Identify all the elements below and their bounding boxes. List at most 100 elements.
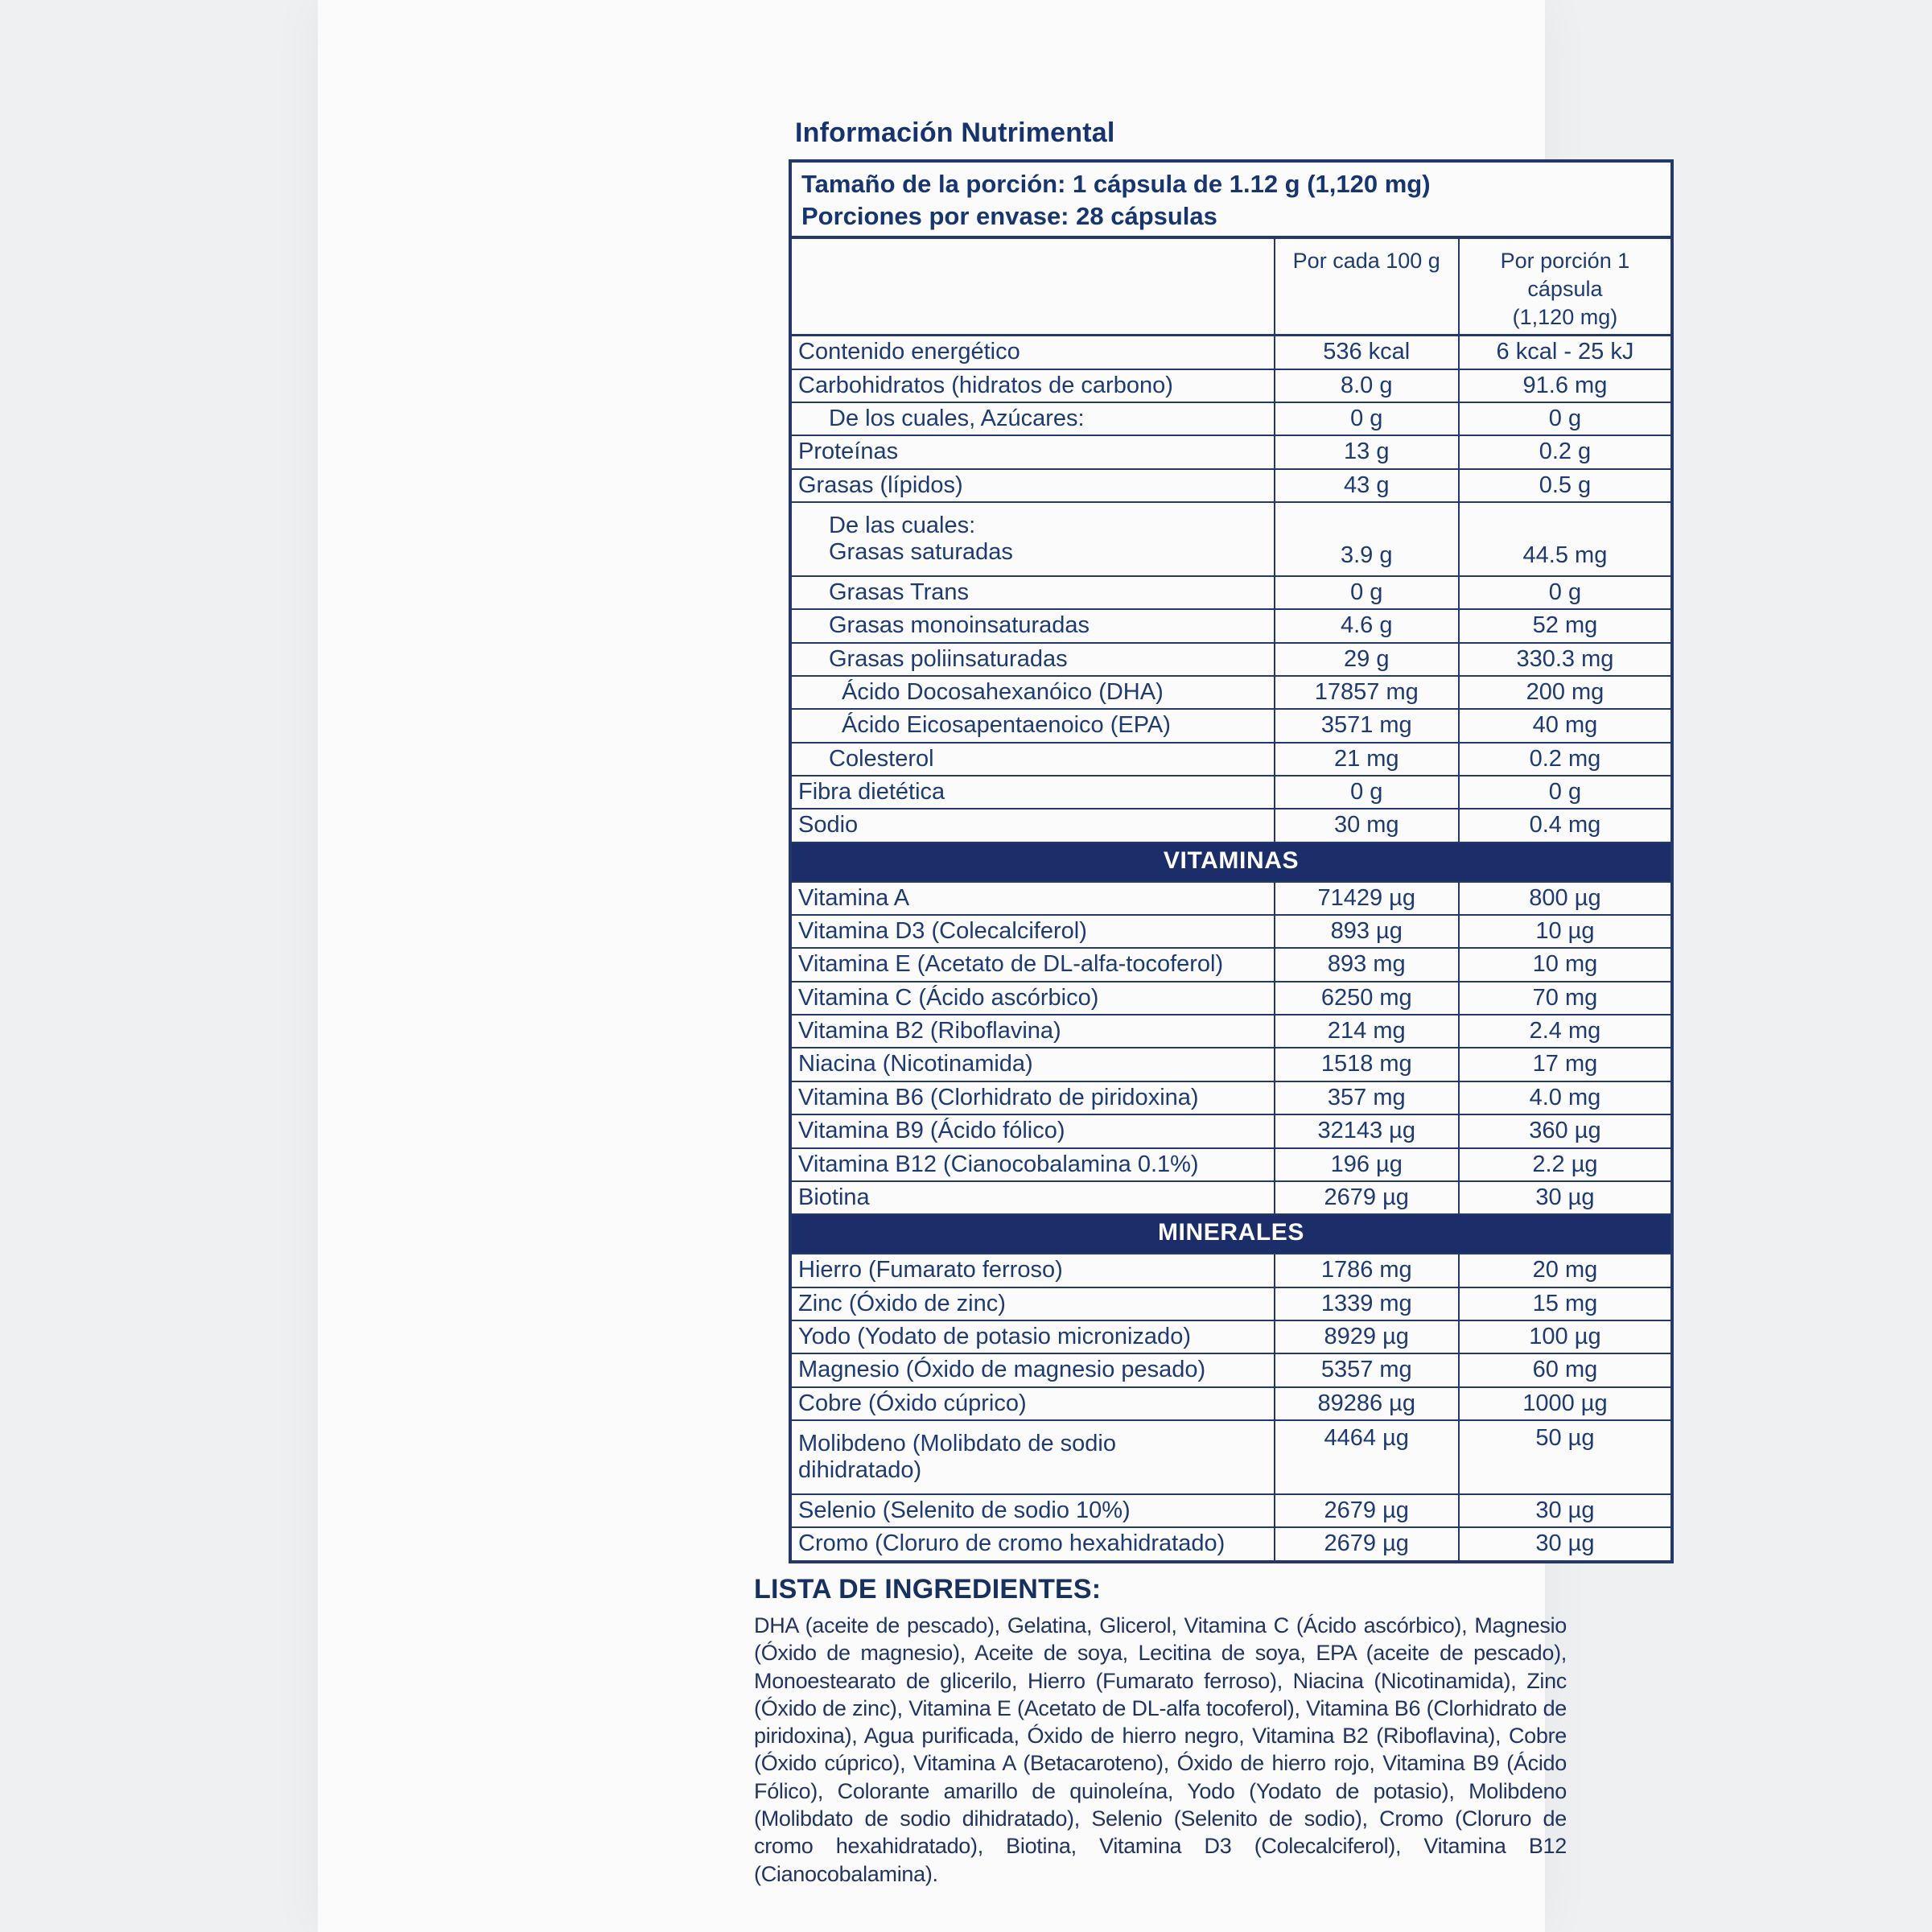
value-per-portion: 30 µg [1535,1497,1595,1523]
value-per-portion: 0 g [1548,779,1582,805]
value-per-100g: 13 g [1275,436,1460,468]
value-per-portion: 91.6 mg [1522,372,1608,398]
value-per-100g: 0 g [1275,577,1460,609]
row-label: Grasas monoinsaturadas [792,610,1275,642]
value-per-portion: 0.2 g [1539,439,1592,465]
table-row: Molibdeno (Molibdato de sodio dihidratado… [792,1420,1670,1495]
value-per-100g: 6250 mg [1275,982,1460,1015]
row-label: Vitamina B9 (Ácido fólico) [792,1115,1275,1147]
table-row: Grasas (lípidos) 43 g 0.5 g [792,469,1670,503]
nutrition-table-body: Contenido energético 536 kcal 6 kcal - 25 … [792,336,1670,1560]
ingredients-section: LISTA DE INGREDIENTES: DHA (aceite de pe… [754,1574,1567,1888]
row-label: De los cuales, Azúcares: [792,402,1275,435]
label-panel: Información Nutrimental Tamaño de la por… [318,0,1674,1932]
table-row: Vitamina A 71429 µg 800 µg [792,882,1670,917]
table-row: Vitamina C (Ácido ascórbico) 6250 mg 70 mg [792,982,1670,1016]
value-per-100g: 5357 mg [1275,1354,1460,1386]
value-per-100g: 0 g [1275,402,1460,435]
ingredients-heading: LISTA DE INGREDIENTES: [754,1574,1102,1605]
table-row: Vitamina E (Acetato de DL-alfa-tocoferol… [792,949,1670,982]
value-per-100g: 30 mg [1275,809,1460,842]
value-per-100g: 196 µg [1275,1148,1460,1180]
col-header-per-100g: Por cada 100 g [1275,239,1460,335]
value-per-100g: 2679 µg [1275,1181,1460,1214]
row-label: Fibra dietética [792,777,1275,809]
table-row: Hierro (Fumarato ferroso) 1786 mg 20 mg [792,1254,1670,1288]
value-per-portion: 4.0 mg [1529,1084,1601,1110]
row-label: Grasas (lípidos) [792,469,1275,501]
table-row: Cromo (Cloruro de cromo hexahidratado) 26… [792,1528,1670,1560]
value-per-100g: 1786 mg [1275,1254,1460,1287]
row-label: Vitamina C (Ácido ascórbico) [792,982,1275,1015]
row-label: Yodo (Yodato de potasio micronizado) [792,1320,1275,1353]
table-row: Selenio (Selenito de sodio 10%) 2679 µg 30… [792,1494,1670,1529]
serving-size-line: Tamaño de la porción: 1 cápsula de 1.12 … [801,170,1431,198]
col-header-per-portion: Por porción 1 cápsula (1,120 mg) [1500,249,1630,330]
value-per-portion: 50 µg [1535,1424,1595,1451]
table-row: Biotina 2679 µg 30 µg [792,1181,1670,1216]
row-label: Magnesio (Óxido de magnesio pesado) [792,1354,1275,1386]
table-row: Vitamina B6 (Clorhidrato de piridoxina) 3… [792,1081,1670,1116]
value-per-portion: 2.2 µg [1532,1151,1598,1177]
value-per-portion: 0.4 mg [1529,812,1601,838]
value-per-portion: 70 mg [1532,984,1598,1011]
header-spacer-cell [792,239,1275,335]
value-per-100g: 71429 µg [1275,882,1460,915]
value-per-portion: 20 mg [1532,1257,1598,1283]
row-label: De las cuales: Grasas saturadas [792,503,1275,575]
table-row: Zinc (Óxido de zinc) 1339 mg 15 mg [792,1287,1670,1321]
serving-info-box: Tamaño de la porción: 1 cápsula de 1.12 … [789,159,1674,241]
value-per-100g: 8929 µg [1275,1320,1460,1353]
row-label: Biotina [792,1181,1275,1214]
row-label: Contenido energético [792,336,1275,369]
value-per-100g: 32143 µg [1275,1115,1460,1147]
row-label: Selenio (Selenito de sodio 10%) [792,1494,1275,1527]
value-per-100g: 536 kcal [1275,336,1460,369]
table-row: Magnesio (Óxido de magnesio pesado) 5357 … [792,1354,1670,1388]
value-per-portion: 0.5 g [1539,472,1592,498]
table-row: Colesterol 21 mg 0.2 mg [792,743,1670,777]
value-per-portion: 0 g [1548,579,1582,605]
nutrition-table: Por cada 100 g Por porción 1 cápsula (1,… [789,236,1674,1563]
value-per-100g: 3.9 g [1275,503,1460,575]
row-label: Vitamina A [792,882,1275,915]
row-label: Zinc (Óxido de zinc) [792,1287,1275,1320]
label-title: Información Nutrimental [795,117,1115,148]
table-row: Ácido Docosahexanóico (DHA) 17857 mg 200 m… [792,677,1670,711]
value-per-100g: 2679 µg [1275,1494,1460,1527]
table-row: De las cuales: Grasas saturadas 3.9 g 44.5 … [792,503,1670,577]
section-banner: MINERALES [792,1215,1670,1255]
row-label: Carbohidratos (hidratos de carbono) [792,369,1275,402]
ingredients-text: DHA (aceite de pescado), Gelatina, Glice… [754,1613,1567,1886]
table-row: Vitamina B9 (Ácido fólico) 32143 µg 360 µg [792,1115,1670,1149]
value-per-100g: 89286 µg [1275,1387,1460,1419]
table-row: Proteínas 13 g 0.2 g [792,436,1670,470]
value-per-portion: 330.3 mg [1516,645,1614,672]
value-per-100g: 3571 mg [1275,710,1460,742]
row-label: Sodio [792,809,1275,842]
value-per-100g: 4.6 g [1275,610,1460,642]
value-per-100g: 8.0 g [1275,369,1460,402]
row-label: Proteínas [792,436,1275,468]
value-per-portion: 0 g [1548,405,1582,431]
row-label: Vitamina B12 (Cianocobalamina 0.1%) [792,1148,1275,1180]
value-per-portion: 2.4 mg [1529,1018,1601,1044]
value-per-100g: 893 mg [1275,949,1460,981]
row-label: Hierro (Fumarato ferroso) [792,1254,1275,1287]
value-per-100g: 1339 mg [1275,1287,1460,1320]
row-label: Vitamina E (Acetato de DL-alfa-tocoferol… [792,949,1275,981]
row-label: Niacina (Nicotinamida) [792,1048,1275,1081]
row-label: Cromo (Cloruro de cromo hexahidratado) [792,1528,1275,1560]
table-row: Contenido energético 536 kcal 6 kcal - 25 … [792,336,1670,370]
table-row: Ácido Eicosapentaenoico (EPA) 3571 mg 40 m… [792,710,1670,744]
row-label: Grasas poliinsaturadas [792,643,1275,676]
value-per-portion: 800 µg [1529,884,1601,911]
value-per-100g: 214 mg [1275,1015,1460,1048]
table-row: Niacina (Nicotinamida) 1518 mg 17 mg [792,1048,1670,1082]
value-per-portion: 100 µg [1529,1323,1601,1349]
value-per-100g: 43 g [1275,469,1460,501]
value-per-portion: 17 mg [1532,1051,1598,1077]
value-per-portion: 1000 µg [1522,1390,1608,1416]
